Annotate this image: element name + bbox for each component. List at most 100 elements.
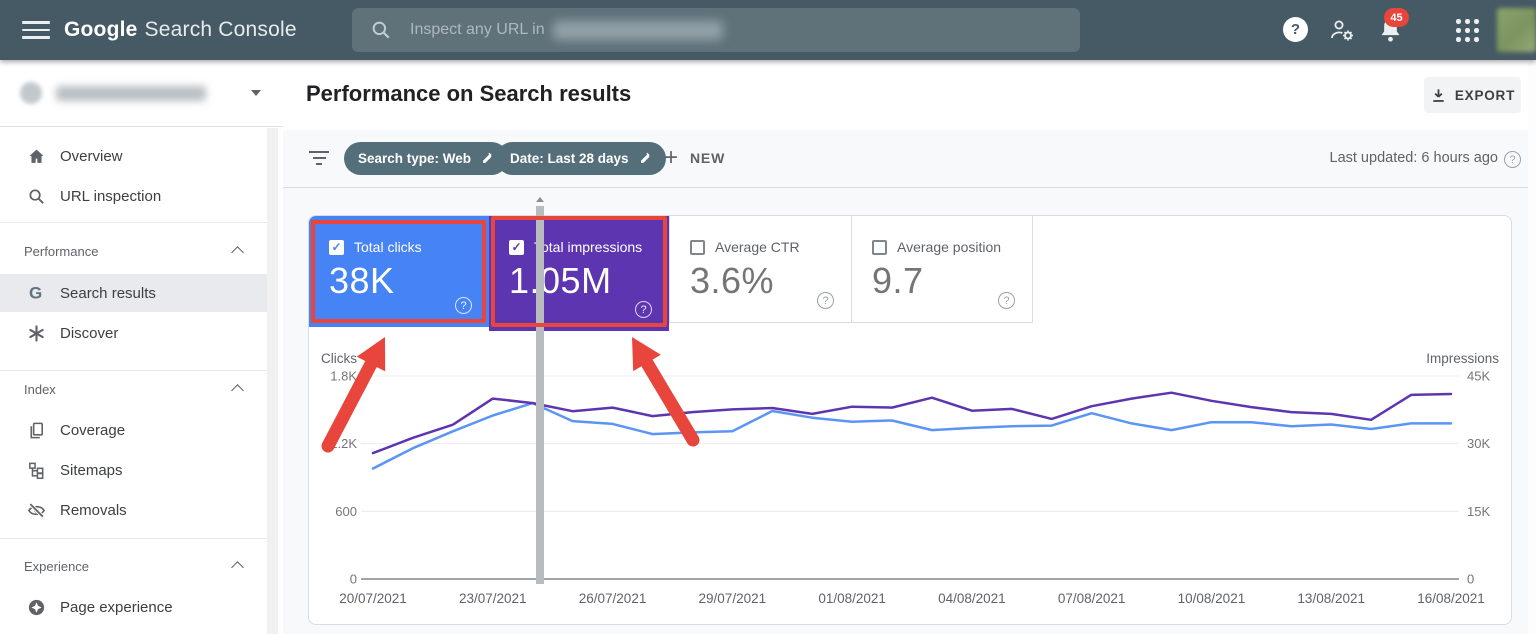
sidebar-item-overview[interactable]: Overview xyxy=(0,136,268,176)
last-updated-help-icon[interactable]: ? xyxy=(1504,151,1521,168)
sidebar-item-sitemaps[interactable]: Sitemaps xyxy=(0,450,268,490)
left-axis-tick: 0 xyxy=(350,572,357,587)
metric-card-average-ctr[interactable]: Average CTR 3.6% ? xyxy=(669,216,851,323)
property-avatar xyxy=(20,82,42,104)
sidebar-item-url-inspection[interactable]: URL inspection xyxy=(0,176,268,216)
card-label: Average position xyxy=(897,239,1002,255)
x-axis-tick: 13/08/2021 xyxy=(1297,591,1365,606)
google-g-icon: G xyxy=(26,283,46,303)
right-axis-tick: 45K xyxy=(1467,369,1490,384)
section-header-performance[interactable]: Performance xyxy=(24,244,99,259)
series-line-clicks xyxy=(371,401,1453,470)
logo-google: Google xyxy=(64,18,138,41)
right-axis-tick: 0 xyxy=(1467,572,1474,587)
search-icon xyxy=(372,21,390,39)
google-apps-grid-icon[interactable] xyxy=(1456,19,1479,42)
top-app-bar: Google Search Console Inspect any URL in… xyxy=(0,0,1536,60)
sidebar-item-search-results[interactable]: G Search results xyxy=(0,274,268,312)
performance-line-chart: 1.8K 45K 1.2K 30K 600 15K 0 0 Clicks Impressions 2… xyxy=(321,351,1499,606)
card-help-icon[interactable]: ? xyxy=(455,297,472,314)
scrollbar-up-arrow[interactable] xyxy=(536,197,544,202)
card-help-icon[interactable]: ? xyxy=(635,301,652,318)
plus-icon: + xyxy=(664,144,679,171)
sidebar-item-removals[interactable]: Removals xyxy=(0,490,268,530)
chip-label: Date: Last 28 days xyxy=(510,151,629,166)
section-header-experience[interactable]: Experience xyxy=(24,559,90,574)
menu-icon[interactable] xyxy=(22,21,50,39)
checkbox-unchecked-icon[interactable] xyxy=(872,239,887,255)
discover-icon xyxy=(26,323,46,343)
x-axis-tick: 10/08/2021 xyxy=(1178,591,1246,606)
property-selector[interactable] xyxy=(0,60,283,127)
svg-text:G: G xyxy=(29,284,42,303)
x-axis-tick: 23/07/2021 xyxy=(459,591,527,606)
metric-card-total-clicks[interactable]: ✓ Total clicks 38K ? xyxy=(309,216,489,327)
card-value: 9.7 xyxy=(872,260,924,301)
sidebar-item-label: Discover xyxy=(60,324,119,342)
new-filter-button[interactable]: + NEW xyxy=(664,145,725,171)
user-settings-icon[interactable] xyxy=(1328,17,1356,44)
sidebar-scrollbar[interactable] xyxy=(267,128,544,634)
card-help-icon[interactable]: ? xyxy=(817,292,834,309)
sidebar-item-coverage[interactable]: Coverage xyxy=(0,410,268,450)
metric-card-average-position[interactable]: Average position 9.7 ? xyxy=(851,216,1033,323)
left-axis-tick: 1.8K xyxy=(330,369,357,384)
last-updated-text: Last updated: 6 hours ago xyxy=(1329,150,1499,166)
card-value: 3.6% xyxy=(690,260,775,301)
scrollbar-thumb[interactable] xyxy=(535,206,544,584)
card-label: Total clicks xyxy=(354,239,422,255)
x-axis-tick: 29/07/2021 xyxy=(699,591,767,606)
sidebar-item-discover[interactable]: Discover xyxy=(0,313,268,353)
page-experience-icon xyxy=(26,597,46,617)
eye-off-icon xyxy=(26,500,46,520)
x-axis-tick: 07/08/2021 xyxy=(1058,591,1126,606)
sidebar-item-label: Removals xyxy=(60,501,127,519)
sidebar-item-page-experience[interactable]: Page experience xyxy=(0,587,268,627)
filter-list-icon[interactable] xyxy=(309,151,329,169)
right-axis-tick: 30K xyxy=(1467,436,1490,451)
right-axis-label: Impressions xyxy=(1426,351,1499,366)
sidebar-item-label: Sitemaps xyxy=(60,461,123,479)
search-placeholder: Inspect any URL in xyxy=(410,21,545,38)
url-inspection-search-input[interactable]: Inspect any URL in xyxy=(352,8,1080,52)
help-icon[interactable]: ? xyxy=(1283,17,1308,42)
coverage-icon xyxy=(26,420,46,440)
metric-card-total-impressions[interactable]: ✓ Total impressions 1.05M ? xyxy=(489,216,669,331)
left-axis-tick: 1.2K xyxy=(330,436,357,451)
notification-count-badge: 45 xyxy=(1384,8,1409,27)
filter-chip-date[interactable]: Date: Last 28 days xyxy=(496,142,666,175)
x-axis-tick: 20/07/2021 xyxy=(339,591,407,606)
sidebar-item-label: Overview xyxy=(60,147,123,165)
search-icon xyxy=(26,186,46,206)
section-header-index[interactable]: Index xyxy=(24,382,56,397)
x-axis-tick: 01/08/2021 xyxy=(818,591,886,606)
checkbox-unchecked-icon[interactable] xyxy=(690,239,705,255)
x-axis-tick: 04/08/2021 xyxy=(938,591,1006,606)
performance-panel: ✓ Total clicks 38K ? ✓ Total impressions… xyxy=(308,215,1512,625)
x-axis-tick: 16/08/2021 xyxy=(1417,591,1485,606)
main-scrollbar[interactable] xyxy=(1528,60,1536,634)
download-icon xyxy=(1433,88,1444,102)
right-axis-tick: 15K xyxy=(1467,504,1490,519)
filter-chip-search-type[interactable]: Search type: Web xyxy=(344,142,509,175)
card-value: 38K xyxy=(329,260,395,301)
sidebar-item-label: Search results xyxy=(60,284,156,302)
series-line-impressions xyxy=(371,391,1453,455)
redacted-property-name xyxy=(56,86,206,101)
sidebar-item-label: Coverage xyxy=(60,421,126,439)
sidebar-navigation: Overview URL inspection Performance G Se… xyxy=(0,60,544,634)
home-icon xyxy=(26,146,46,166)
account-avatar[interactable] xyxy=(1497,8,1536,52)
chevron-down-icon xyxy=(251,90,261,96)
card-help-icon[interactable]: ? xyxy=(998,292,1015,309)
page-header xyxy=(283,60,1536,130)
app-logo[interactable]: Google Search Console xyxy=(64,0,297,60)
page-title: Performance on Search results xyxy=(306,81,632,106)
checkbox-checked-icon[interactable]: ✓ xyxy=(509,239,524,255)
checkbox-checked-icon[interactable]: ✓ xyxy=(329,239,344,255)
export-label: EXPORT xyxy=(1454,87,1516,103)
redacted-property-domain xyxy=(552,20,723,40)
card-value: 1.05M xyxy=(509,260,612,301)
export-button[interactable]: EXPORT xyxy=(1424,77,1521,113)
